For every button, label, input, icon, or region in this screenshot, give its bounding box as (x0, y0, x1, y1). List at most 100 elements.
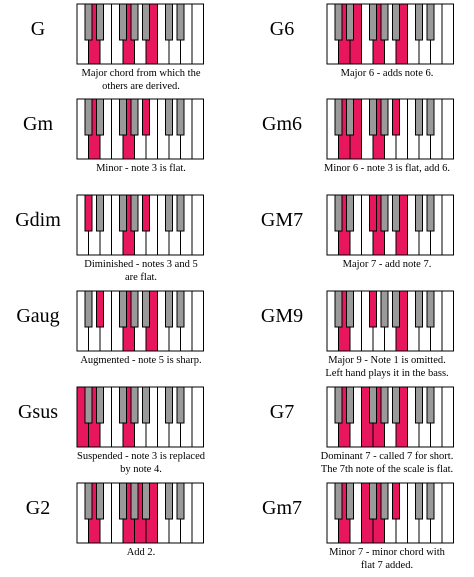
keyboard-diagram (326, 290, 454, 352)
caption-line: Major 9 - Note 1 is omitted. (328, 355, 446, 366)
black-key-a-sharp (142, 482, 150, 520)
black-key-c-sharp (84, 98, 93, 136)
white-key-f2 (191, 290, 204, 352)
keyboard-diagram (76, 98, 204, 160)
chord-caption: Suspended - note 3 is replaced by note 4. (66, 450, 216, 476)
chord-name: G7 (269, 401, 295, 423)
chord-name: GM7 (260, 209, 304, 231)
piano-keyboard (326, 386, 454, 448)
caption-line: The 7th note of the scale is flat. (320, 464, 454, 475)
black-key-d-sharp (346, 290, 354, 328)
black-key-a-sharp (392, 386, 400, 424)
black-key-c-sharp2 (415, 386, 423, 424)
black-key-g-sharp (380, 386, 389, 424)
black-key-c-sharp (84, 386, 93, 424)
chord-caption: Major 7 - add note 7. (300, 258, 474, 271)
black-key-c-sharp (334, 290, 343, 328)
black-key-g-sharp (130, 386, 139, 424)
black-key-c-sharp (334, 3, 343, 41)
black-key-a-sharp (142, 386, 150, 424)
chord-g: G Major chord from which the others are de… (0, 3, 237, 98)
black-key-d-sharp2 (176, 290, 185, 328)
black-key-f-sharp (119, 98, 127, 136)
chord-gsus: Gsus Suspended - note 3 is replaced by not… (0, 386, 237, 481)
black-key-a-sharp (392, 194, 400, 232)
black-key-a-sharp (392, 482, 400, 520)
keyboard-diagram (326, 386, 454, 448)
black-key-d-sharp2 (426, 386, 435, 424)
white-key-f2 (441, 482, 454, 544)
chord-gm7: GM7 Major 7 - add note 7. (0, 194, 454, 289)
caption-line: Add 2. (126, 547, 156, 558)
black-key-c-sharp (84, 290, 93, 328)
chord-g6: G6 Major 6 - adds note 6. (0, 3, 454, 98)
black-key-a-sharp (392, 98, 400, 136)
black-key-g-sharp (130, 3, 139, 41)
keyboard-diagram (76, 290, 204, 352)
keyboard-diagram (326, 98, 454, 160)
caption-line: are flat. (124, 272, 158, 283)
black-key-d-sharp (346, 98, 354, 136)
chord-name: Gsus (17, 401, 58, 423)
piano-keyboard (326, 3, 454, 65)
black-key-d-sharp2 (176, 98, 185, 136)
black-key-a-sharp (392, 290, 400, 328)
black-key-f-sharp (119, 290, 127, 328)
black-key-c-sharp2 (165, 290, 173, 328)
black-key-g-sharp (380, 194, 389, 232)
black-key-g-sharp (130, 290, 139, 328)
black-key-d-sharp2 (426, 98, 435, 136)
black-key-g-sharp (380, 482, 389, 520)
black-key-c-sharp (84, 194, 93, 232)
black-key-c-sharp (334, 386, 343, 424)
black-key-a-sharp (142, 3, 150, 41)
caption-line: Suspended - note 3 is replaced (76, 451, 205, 462)
chord-caption: Major 6 - adds note 6. (300, 67, 474, 80)
chord-name: Gm6 (262, 113, 302, 135)
black-key-f-sharp (369, 290, 377, 328)
black-key-c-sharp (334, 482, 343, 520)
white-key-f2 (441, 194, 454, 256)
white-key-f2 (191, 98, 204, 160)
chord-caption: Diminished - notes 3 and 5 are flat. (66, 258, 216, 284)
black-key-c-sharp2 (415, 482, 423, 520)
black-key-a-sharp (142, 194, 150, 232)
chord-caption: Augmented - note 5 is sharp. (66, 354, 216, 367)
piano-keyboard (326, 194, 454, 256)
caption-line: Major 6 - adds note 6. (340, 68, 434, 79)
black-key-d-sharp2 (426, 482, 435, 520)
black-key-g-sharp (380, 290, 389, 328)
piano-keyboard (76, 290, 204, 352)
black-key-c-sharp (334, 98, 343, 136)
chord-caption: Minor 6 - note 3 is flat, add 6. (300, 162, 474, 175)
chord-caption: Minor - note 3 is flat. (66, 162, 216, 175)
caption-line: others are derived. (102, 81, 180, 92)
chord-name: G6 (269, 18, 295, 40)
black-key-f-sharp (119, 3, 127, 41)
black-key-c-sharp2 (165, 386, 173, 424)
chord-name: Gm7 (262, 497, 302, 519)
white-key-f2 (191, 482, 204, 544)
black-key-f-sharp (119, 194, 127, 232)
black-key-a-sharp (392, 3, 400, 41)
piano-keyboard (326, 482, 454, 544)
black-key-g-sharp (130, 194, 139, 232)
black-key-f-sharp (369, 3, 377, 41)
black-key-c-sharp2 (415, 3, 423, 41)
chord-name: G2 (25, 497, 51, 519)
chord-name: Gm (23, 113, 53, 135)
black-key-c-sharp2 (415, 194, 423, 232)
black-key-f-sharp (369, 194, 377, 232)
keyboard-diagram (326, 482, 454, 544)
chord-caption: Major 9 - Note 1 is omitted. Left hand pl… (300, 354, 474, 380)
white-key-f2 (191, 3, 204, 65)
chord-g7: G7 Dominant 7 - called 7 for short. The 7t… (0, 386, 454, 481)
caption-line: Dominant 7 - called 7 for short. (320, 451, 454, 462)
white-key-f2 (441, 98, 454, 160)
caption-line: Major 7 - add note 7. (342, 259, 432, 270)
black-key-d-sharp2 (426, 290, 435, 328)
black-key-g-sharp (130, 98, 139, 136)
black-key-d-sharp (346, 386, 354, 424)
black-key-a-sharp (142, 98, 150, 136)
keyboard-diagram (326, 3, 454, 65)
